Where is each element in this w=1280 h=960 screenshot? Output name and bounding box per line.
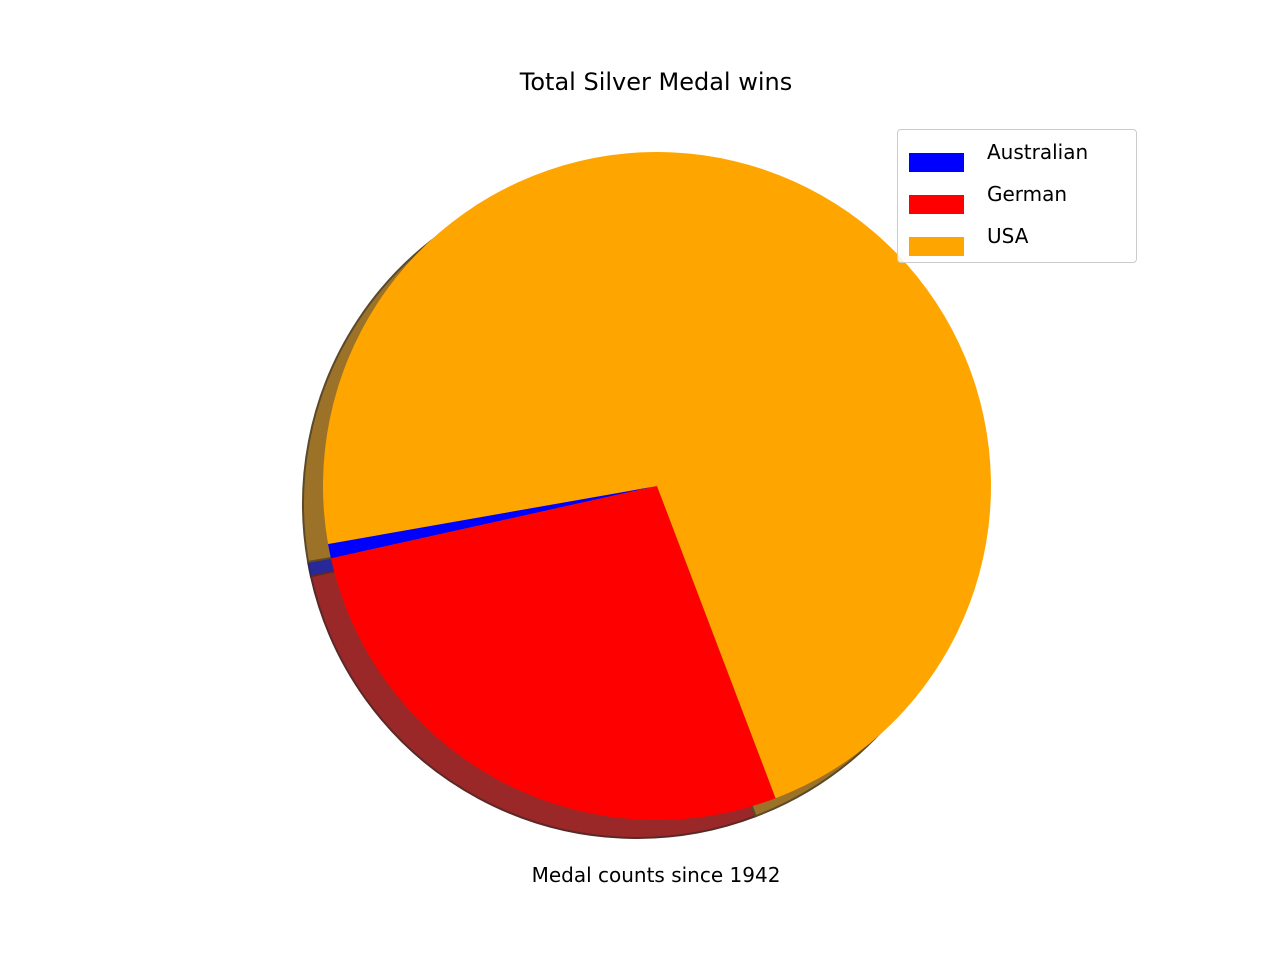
legend-swatch-australian	[909, 152, 964, 172]
legend-label-usa: USA	[987, 224, 1029, 248]
legend-item-usa: USA	[898, 225, 1136, 267]
pie-slice-usa	[322, 152, 991, 799]
legend-swatch-usa	[909, 236, 964, 256]
legend-swatch-german	[909, 194, 964, 214]
legend-item-german: German	[898, 183, 1136, 225]
chart-title: Total Silver Medal wins	[519, 68, 793, 96]
chart-xlabel: Medal counts since 1942	[531, 863, 781, 887]
legend-item-australian: Australian	[898, 141, 1136, 183]
legend: Australian German USA	[897, 129, 1137, 263]
pie-slice-australian	[328, 486, 657, 559]
pie-slices	[322, 152, 991, 821]
legend-label-australian: Australian	[987, 140, 1089, 164]
legend-label-german: German	[987, 182, 1068, 206]
pie-slice-german	[330, 486, 776, 821]
